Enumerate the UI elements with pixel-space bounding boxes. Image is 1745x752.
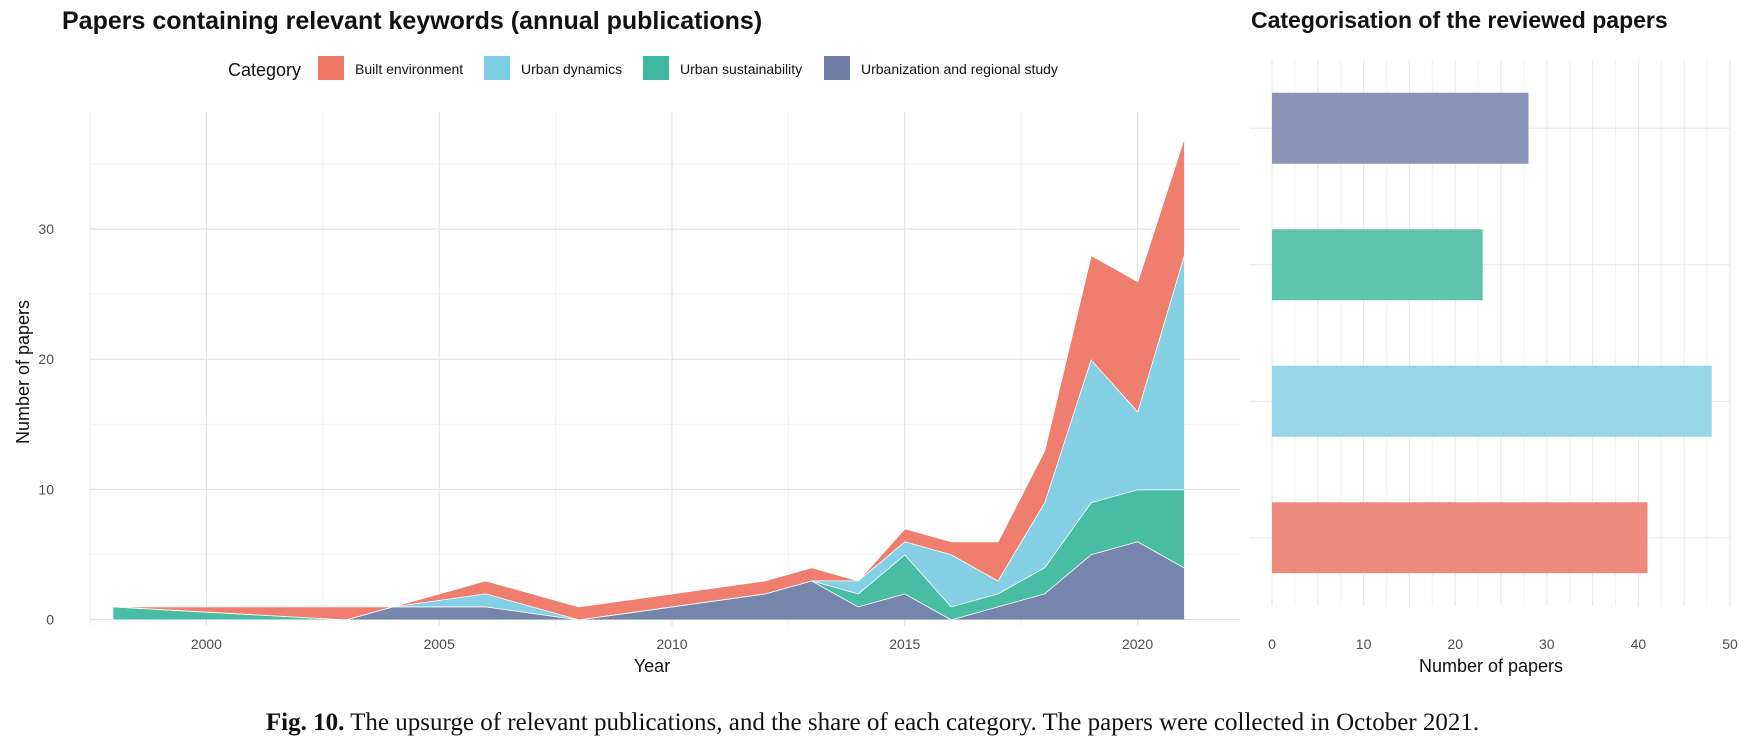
area-chart: Papers containing relevant keywords (ann… xyxy=(13,7,1240,676)
legend-label-urbanization-and-regional-study: Urbanization and regional study xyxy=(861,61,1058,77)
x-tick-label: 10 xyxy=(1356,636,1372,652)
area-series-edge-built-environment xyxy=(113,137,1185,608)
y-tick-label: 20 xyxy=(38,351,54,367)
caption-text: The upsurge of relevant publications, an… xyxy=(350,709,1480,736)
bar-chart-bars xyxy=(1272,92,1712,574)
bar-chart-x-ticks: 0 10 20 30 40 50 xyxy=(1268,636,1738,652)
legend-swatch-built-environment xyxy=(318,56,344,80)
y-tick-label: 0 xyxy=(46,611,54,627)
legend-swatch-urbanization-and-regional-study xyxy=(824,56,850,80)
y-tick-label: 10 xyxy=(38,481,54,497)
bar-urban-dynamics xyxy=(1272,365,1712,437)
x-tick-label: 40 xyxy=(1631,636,1647,652)
figure: Papers containing relevant keywords (ann… xyxy=(13,7,1738,676)
legend-label-urban-dynamics: Urban dynamics xyxy=(521,61,622,77)
x-tick-label: 2020 xyxy=(1122,636,1153,652)
area-series-urbanization-and-regional-study xyxy=(113,541,1185,620)
bar-built-environment xyxy=(1272,502,1648,574)
x-tick-label: 2010 xyxy=(656,636,687,652)
area-chart-y-axis-label: Number of papers xyxy=(13,300,33,444)
y-tick-label: 30 xyxy=(38,221,54,237)
figure-caption: Fig. 10. The upsurge of relevant publica… xyxy=(0,709,1745,737)
bar-chart: Categorisation of the reviewed papers 0 1… xyxy=(1250,7,1738,676)
x-tick-label: 50 xyxy=(1722,636,1738,652)
area-series-urban-sustainability xyxy=(113,489,1185,620)
x-tick-label: 2000 xyxy=(191,636,222,652)
area-chart-title: Papers containing relevant keywords (ann… xyxy=(62,7,762,35)
x-tick-label: 2015 xyxy=(889,636,920,652)
bar-urbanization-and-regional-study xyxy=(1272,92,1529,164)
area-series-urban-dynamics xyxy=(113,255,1185,620)
bar-chart-x-axis-label: Number of papers xyxy=(1419,656,1563,676)
bar-chart-title: Categorisation of the reviewed papers xyxy=(1251,7,1668,33)
legend-title: Category xyxy=(228,60,301,80)
legend: Category Built environment Urban dynamic… xyxy=(228,56,1058,80)
area-chart-series xyxy=(113,137,1185,621)
area-chart-x-ticks: 2000 2005 2010 2015 2020 xyxy=(191,636,1154,652)
legend-swatch-urban-dynamics xyxy=(484,56,510,80)
x-tick-label: 20 xyxy=(1447,636,1463,652)
area-chart-y-ticks: 0 10 20 30 xyxy=(38,221,54,627)
x-tick-label: 0 xyxy=(1268,636,1276,652)
area-chart-x-axis-label: Year xyxy=(634,656,670,676)
x-tick-label: 2005 xyxy=(424,636,455,652)
legend-label-built-environment: Built environment xyxy=(355,61,463,77)
caption-label: Fig. 10. xyxy=(265,709,345,736)
bar-urban-sustainability xyxy=(1272,229,1483,301)
legend-label-urban-sustainability: Urban sustainability xyxy=(680,61,802,77)
legend-swatch-urban-sustainability xyxy=(643,56,669,80)
x-tick-label: 30 xyxy=(1539,636,1555,652)
